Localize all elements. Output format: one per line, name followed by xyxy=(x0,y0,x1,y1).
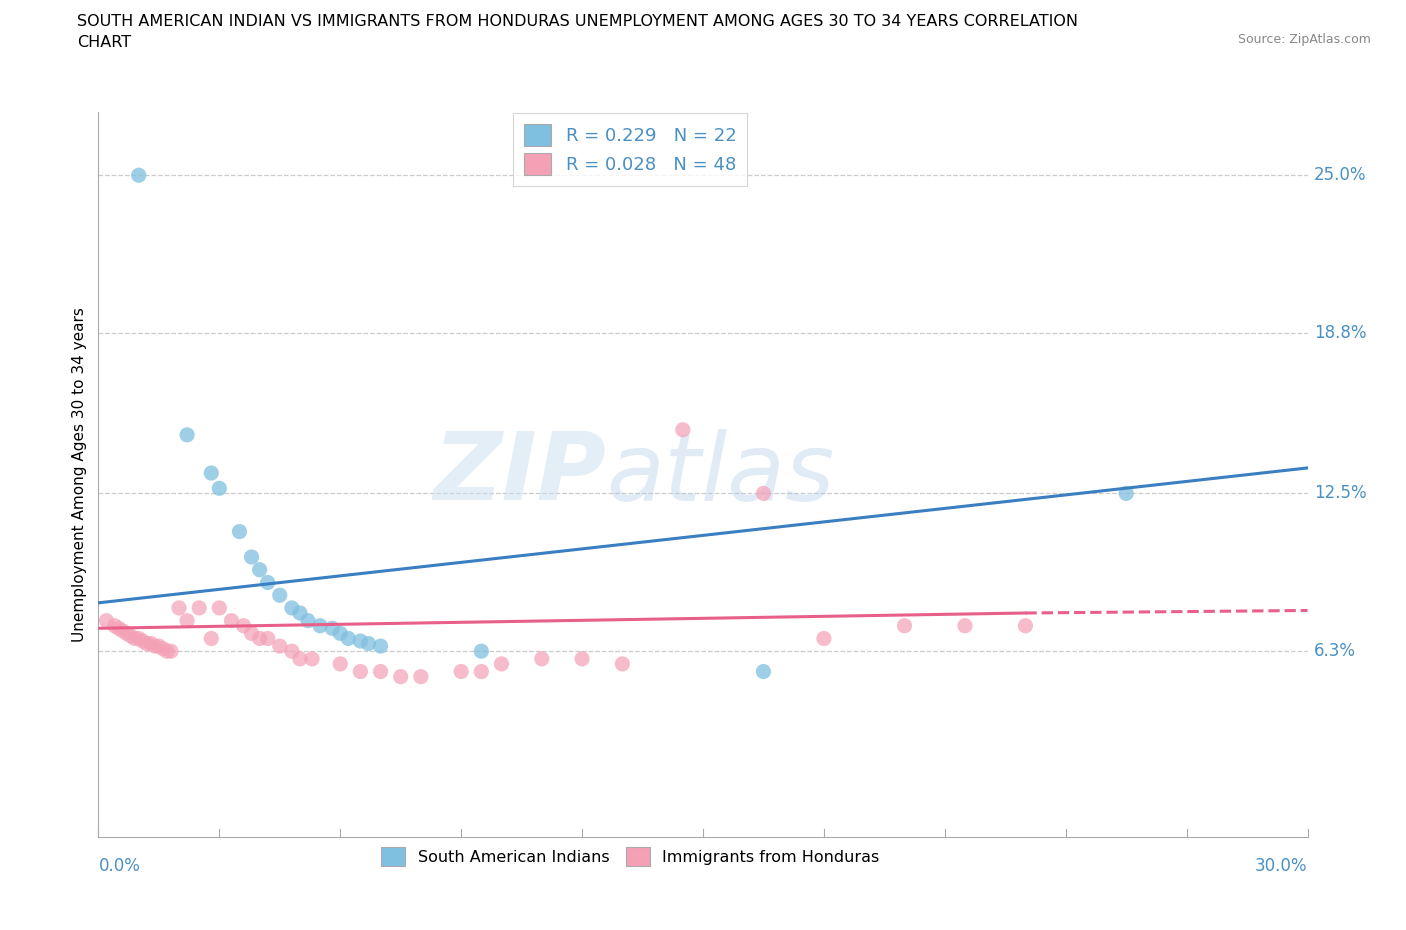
Text: 6.3%: 6.3% xyxy=(1313,643,1355,660)
Point xyxy=(1014,618,1036,633)
Point xyxy=(200,631,222,646)
Point xyxy=(288,605,311,620)
Point xyxy=(115,626,138,641)
Point xyxy=(208,601,231,616)
Point xyxy=(409,670,432,684)
Point xyxy=(470,664,492,679)
Point xyxy=(249,631,271,646)
Point xyxy=(571,651,593,666)
Point xyxy=(152,641,174,656)
Point xyxy=(893,618,915,633)
Text: atlas: atlas xyxy=(606,429,835,520)
Point xyxy=(156,644,179,658)
Point xyxy=(337,631,360,646)
Point xyxy=(148,639,170,654)
Point xyxy=(953,618,976,633)
Point xyxy=(221,613,243,628)
Point xyxy=(188,601,211,616)
Point xyxy=(208,481,231,496)
Point xyxy=(349,664,371,679)
Point xyxy=(1115,486,1137,501)
Text: 30.0%: 30.0% xyxy=(1256,857,1308,875)
Point xyxy=(309,618,332,633)
Point xyxy=(107,621,129,636)
Point xyxy=(128,631,150,646)
Text: SOUTH AMERICAN INDIAN VS IMMIGRANTS FROM HONDURAS UNEMPLOYMENT AMONG AGES 30 TO : SOUTH AMERICAN INDIAN VS IMMIGRANTS FROM… xyxy=(77,14,1078,50)
Point xyxy=(491,657,513,671)
Point xyxy=(240,626,263,641)
Point xyxy=(813,631,835,646)
Legend: South American Indians, Immigrants from Honduras: South American Indians, Immigrants from … xyxy=(375,841,886,872)
Point xyxy=(321,621,343,636)
Point xyxy=(389,670,412,684)
Point xyxy=(752,486,775,501)
Point xyxy=(612,657,634,671)
Point xyxy=(256,631,278,646)
Point xyxy=(281,644,304,658)
Text: 12.5%: 12.5% xyxy=(1313,485,1367,502)
Point xyxy=(120,629,142,644)
Point xyxy=(329,657,352,671)
Point xyxy=(160,644,183,658)
Point xyxy=(470,644,492,658)
Point xyxy=(232,618,254,633)
Point xyxy=(167,601,190,616)
Point xyxy=(288,651,311,666)
Point xyxy=(269,588,291,603)
Point xyxy=(297,613,319,628)
Point xyxy=(132,633,155,648)
Point xyxy=(200,466,222,481)
Point xyxy=(349,633,371,648)
Point xyxy=(240,550,263,565)
Point xyxy=(269,639,291,654)
Point xyxy=(96,613,118,628)
Point xyxy=(530,651,553,666)
Point xyxy=(176,428,198,443)
Point xyxy=(228,525,250,539)
Text: 18.8%: 18.8% xyxy=(1313,324,1367,342)
Point xyxy=(672,422,695,437)
Point xyxy=(139,636,162,651)
Point xyxy=(370,639,392,654)
Y-axis label: Unemployment Among Ages 30 to 34 years: Unemployment Among Ages 30 to 34 years xyxy=(72,307,87,642)
Text: ZIP: ZIP xyxy=(433,429,606,520)
Point xyxy=(281,601,304,616)
Point xyxy=(370,664,392,679)
Point xyxy=(256,575,278,590)
Point xyxy=(249,563,271,578)
Point xyxy=(103,618,125,633)
Point xyxy=(143,639,166,654)
Point xyxy=(135,636,157,651)
Point xyxy=(752,664,775,679)
Point xyxy=(111,623,134,638)
Point xyxy=(128,167,150,182)
Text: Source: ZipAtlas.com: Source: ZipAtlas.com xyxy=(1237,33,1371,46)
Point xyxy=(450,664,472,679)
Point xyxy=(176,613,198,628)
Point xyxy=(301,651,323,666)
Point xyxy=(329,626,352,641)
Text: 25.0%: 25.0% xyxy=(1313,166,1367,184)
Text: 0.0%: 0.0% xyxy=(98,857,141,875)
Point xyxy=(124,631,146,646)
Point xyxy=(357,636,380,651)
